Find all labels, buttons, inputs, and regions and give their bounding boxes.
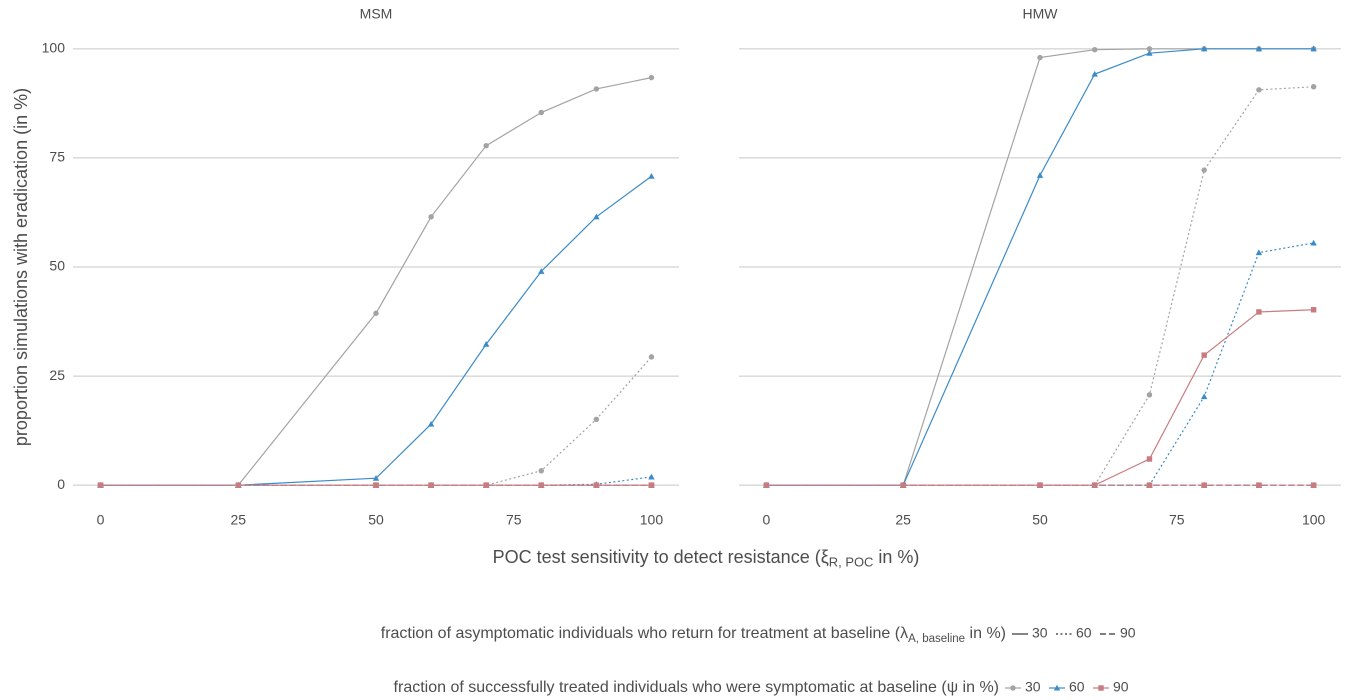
marker	[1310, 239, 1317, 246]
legend-title-part: fraction of successfully treated individ…	[394, 679, 999, 696]
series-line	[766, 242, 1314, 486]
marker	[538, 268, 545, 274]
marker	[1091, 70, 1098, 77]
marker	[593, 213, 600, 220]
marker	[648, 482, 655, 488]
x-tick-label: 75	[506, 512, 522, 528]
legend-label: 30	[1025, 679, 1041, 695]
marker	[593, 86, 600, 92]
marker	[1201, 167, 1207, 173]
marker	[1255, 45, 1263, 52]
marker	[1201, 482, 1207, 488]
marker	[428, 214, 434, 220]
legend-title-part: fraction of asymptomatic individuals who…	[381, 625, 908, 642]
marker	[235, 482, 241, 488]
marker	[373, 482, 379, 488]
marker	[483, 142, 489, 149]
y-tick-label: 25	[49, 367, 65, 383]
x-axis-label-part: POC test sensitivity to detect resistanc…	[493, 547, 829, 567]
marker	[1310, 45, 1317, 52]
x-axis-label-part: R, POC	[829, 555, 874, 570]
marker	[648, 173, 655, 179]
marker	[373, 310, 379, 316]
x-axis-label: POC test sensitivity to detect resistanc…	[493, 547, 920, 570]
y-tick-label: 0	[57, 476, 65, 492]
marker	[538, 482, 544, 488]
x-tick-label: 0	[762, 512, 770, 528]
marker	[483, 482, 489, 488]
x-tick-label: 75	[1169, 512, 1185, 528]
legend-title: fraction of asymptomatic individuals who…	[381, 625, 1006, 645]
marker	[648, 473, 655, 480]
legend-title-part: A, baseline	[908, 633, 965, 645]
x-axis-label-part: in %)	[873, 547, 919, 567]
marker	[1310, 84, 1317, 90]
marker	[763, 482, 770, 488]
marker	[1256, 482, 1262, 488]
marker	[900, 482, 906, 488]
marker	[1146, 49, 1153, 56]
marker	[428, 482, 434, 488]
x-tick-label: 25	[230, 512, 246, 528]
marker	[1200, 393, 1208, 400]
series-line	[766, 86, 1314, 486]
marker	[1146, 456, 1153, 462]
legend-label: 30	[1032, 625, 1048, 641]
y-tick-label: 100	[42, 40, 66, 56]
series-line	[100, 77, 652, 486]
marker	[1256, 309, 1262, 315]
marker	[593, 416, 600, 423]
legend-label: 60	[1076, 625, 1092, 641]
marker	[1146, 392, 1153, 398]
marker	[1201, 352, 1207, 358]
marker	[1092, 46, 1098, 53]
x-tick-label: 25	[895, 512, 911, 528]
x-tick-label: 100	[1302, 512, 1326, 528]
facet-title: MSM	[360, 6, 393, 22]
y-tick-label: 50	[49, 258, 65, 274]
marker	[593, 482, 600, 488]
x-tick-label: 0	[97, 512, 105, 528]
y-tick-label: 75	[49, 149, 65, 165]
marker	[1036, 172, 1044, 178]
marker	[1037, 54, 1043, 61]
x-tick-label: 50	[1032, 512, 1048, 528]
series-line	[100, 476, 652, 486]
marker	[372, 475, 380, 481]
series-line	[100, 175, 652, 486]
marker	[1310, 307, 1317, 313]
legend-label: 60	[1069, 679, 1085, 695]
marker	[648, 354, 655, 360]
series-line	[100, 356, 652, 486]
marker	[648, 74, 655, 81]
marker	[97, 482, 104, 488]
y-axis-label: proportion simulations with eradication …	[11, 88, 31, 446]
marker	[482, 341, 490, 347]
marker	[427, 420, 435, 427]
marker	[538, 468, 544, 474]
marker	[1092, 482, 1098, 488]
legend-label: 90	[1120, 625, 1136, 641]
marker	[1310, 482, 1317, 488]
marker	[1255, 249, 1263, 256]
legend-label: 90	[1113, 679, 1129, 695]
legend-title-part: in %)	[965, 625, 1006, 642]
x-tick-label: 50	[368, 512, 384, 528]
marker	[1146, 46, 1153, 52]
marker	[1256, 87, 1262, 93]
facet-title: HMW	[1023, 6, 1059, 22]
marker	[538, 109, 544, 116]
marker	[1053, 684, 1061, 691]
legend-title: fraction of successfully treated individ…	[394, 679, 999, 696]
x-tick-label: 100	[640, 512, 664, 528]
marker	[1146, 482, 1153, 488]
marker	[1098, 685, 1104, 691]
marker	[1010, 685, 1016, 691]
marker	[1037, 482, 1043, 488]
series-line	[766, 309, 1314, 486]
marker	[1200, 45, 1208, 52]
series-line	[766, 48, 1314, 486]
